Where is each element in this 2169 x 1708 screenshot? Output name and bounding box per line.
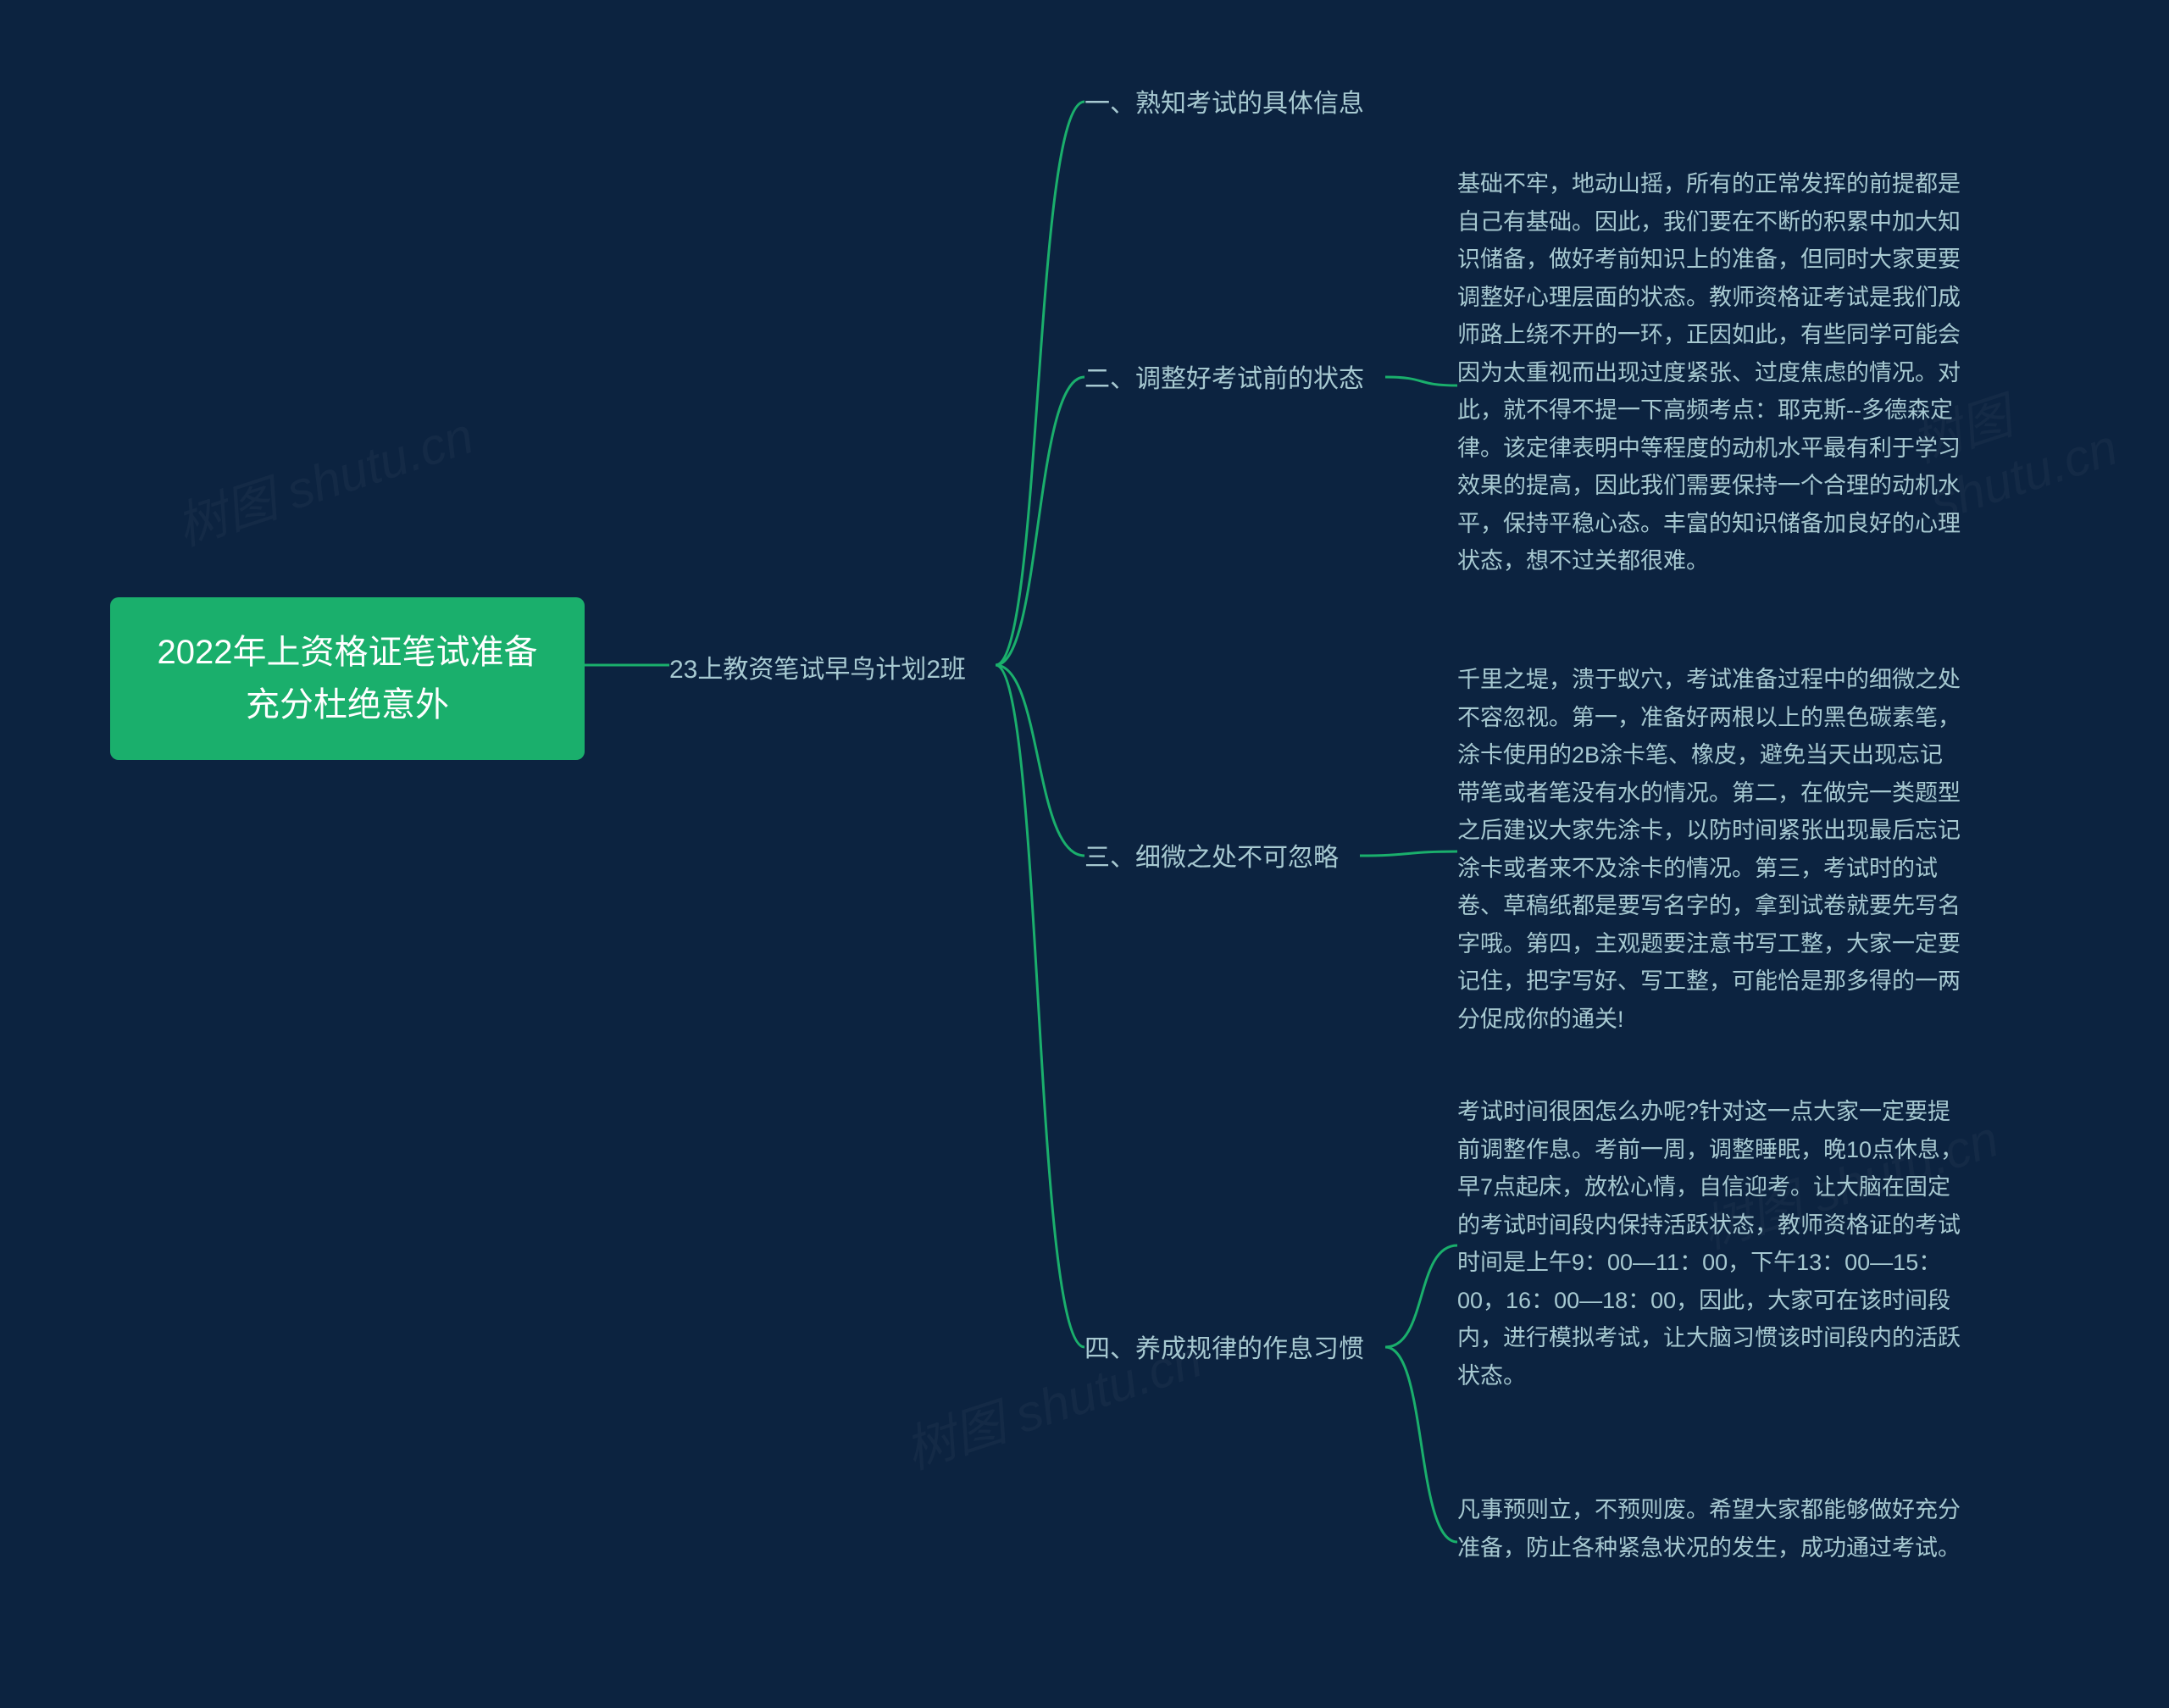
branch-4: 四、养成规律的作息习惯 bbox=[1084, 1330, 1364, 1368]
branch-2-detail-0: 基础不牢，地动山摇，所有的正常发挥的前提都是自己有基础。因此，我们要在不断的积累… bbox=[1457, 165, 1966, 580]
branch-3-detail-0: 千里之堤，溃于蚁穴，考试准备过程中的细微之处不容忽视。第一，准备好两根以上的黑色… bbox=[1457, 661, 1966, 1038]
root-line1: 2022年上资格证笔试准备 bbox=[149, 626, 546, 679]
branch-1: 一、熟知考试的具体信息 bbox=[1084, 85, 1364, 123]
watermark: 树图 shutu.cn bbox=[165, 395, 481, 560]
branch-3: 三、细微之处不可忽略 bbox=[1084, 839, 1339, 877]
branch-4-detail-0: 考试时间很困怎么办呢?针对这一点大家一定要提前调整作息。考前一周，调整睡眠，晚1… bbox=[1457, 1093, 1966, 1395]
branch-2: 二、调整好考试前的状态 bbox=[1084, 360, 1364, 398]
branch-4-detail-1: 凡事预则立，不预则废。希望大家都能够做好充分准备，防止各种紧急状况的发生，成功通… bbox=[1457, 1491, 1966, 1567]
root-line2: 充分杜绝意外 bbox=[149, 679, 546, 731]
mindmap-level1: 23上教资笔试早鸟计划2班 bbox=[669, 651, 966, 689]
mindmap-root: 2022年上资格证笔试准备 充分杜绝意外 bbox=[110, 597, 585, 760]
